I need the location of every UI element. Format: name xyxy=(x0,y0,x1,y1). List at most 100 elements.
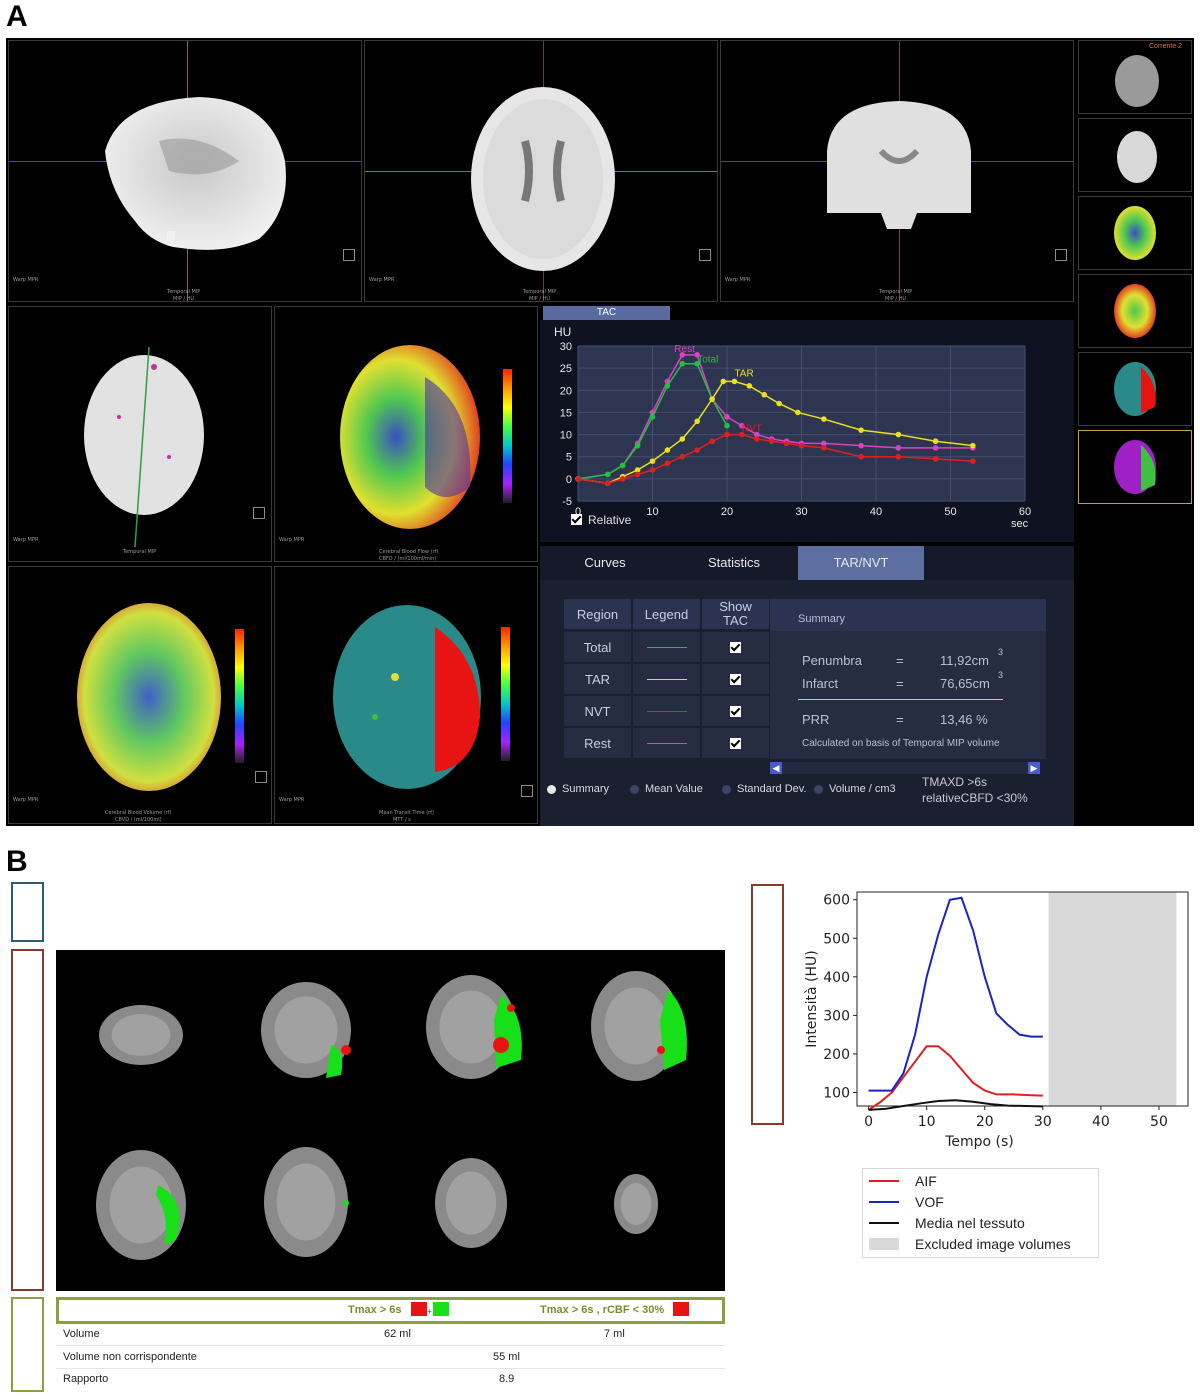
data-point xyxy=(575,476,581,482)
data-point xyxy=(724,422,730,429)
slice-texture xyxy=(445,1171,497,1235)
legend-swatch xyxy=(633,664,700,694)
thumbnail-mtt[interactable] xyxy=(1078,352,1192,426)
scroll-left-icon[interactable]: ◀ xyxy=(770,762,782,774)
x-tick-label: 40 xyxy=(1092,1114,1110,1130)
x-tick-label: 20 xyxy=(976,1114,994,1130)
cbf-viewport[interactable]: Warp MPR Cerebral Blood Flow (rf) CBFD /… xyxy=(274,306,538,562)
infarct-value: 76,65cm xyxy=(940,676,990,691)
data-point xyxy=(794,409,801,416)
row-divider xyxy=(56,1345,725,1346)
penumbra-equals: = xyxy=(896,653,904,668)
excluded-swatch xyxy=(869,1238,899,1250)
viewport-label-mpr: Warp MPR xyxy=(13,797,39,803)
thumbnail-native[interactable]: Corrente 2 xyxy=(1078,40,1192,114)
core-region xyxy=(507,1004,515,1012)
plus-icon: + xyxy=(427,1307,432,1316)
scroll-right-icon[interactable]: ▶ xyxy=(1028,762,1040,774)
brain-slice xyxy=(591,971,681,1081)
show-tac-checkbox[interactable] xyxy=(702,696,769,726)
relative-label: Relative xyxy=(588,513,632,527)
data-point xyxy=(798,442,805,449)
data-point xyxy=(932,438,939,445)
perfusion-deficit-region xyxy=(660,990,687,1070)
tab-tar-nvt[interactable]: TAR/NVT xyxy=(798,546,924,580)
orientation-icon[interactable] xyxy=(343,249,355,261)
orientation-icon[interactable] xyxy=(255,771,267,783)
mtt-viewport[interactable]: Warp MPR Mean Transit Time (rf) MTT / s xyxy=(274,566,538,824)
thumbnail-label: Corrente 2 xyxy=(1149,43,1183,50)
ratio-value: 8.9 xyxy=(499,1373,515,1385)
horizontal-scrollbar[interactable]: ◀ ▶ xyxy=(770,762,1040,774)
data-point xyxy=(746,383,753,389)
data-point xyxy=(679,436,686,442)
thumbnail-mip[interactable] xyxy=(1078,118,1192,192)
slice-texture xyxy=(276,1163,336,1241)
series-line-tar xyxy=(577,380,973,485)
show-tac-header: Show TAC xyxy=(702,599,769,629)
sagittal-viewport[interactable]: Warp MPR Temporal MIP MIP / HU xyxy=(8,40,362,302)
axial-viewport[interactable]: Warp MPR Temporal MIP MIP / HU xyxy=(364,40,718,302)
radio-volume[interactable]: Volume / cm3 xyxy=(814,783,896,795)
viewport-label-temporal-mip: Temporal MIP xyxy=(167,289,201,295)
cbf-brain-image xyxy=(340,345,480,529)
data-point xyxy=(605,471,611,478)
orientation-icon[interactable] xyxy=(699,249,711,261)
data-point xyxy=(634,471,641,478)
prr-value: 13,46 % xyxy=(940,712,988,727)
x-tick-label: 10 xyxy=(646,506,658,518)
thumbnail-cbf[interactable] xyxy=(1078,196,1192,270)
series-line xyxy=(868,1099,1043,1111)
radio-summary[interactable]: Summary xyxy=(547,783,609,795)
data-point xyxy=(754,436,760,442)
x-tick-label: 0 xyxy=(864,1114,873,1130)
series-label: NVT xyxy=(742,424,762,435)
orientation-icon[interactable] xyxy=(521,785,533,797)
perfusion-deficit-region xyxy=(343,1200,349,1206)
data-point xyxy=(739,422,745,429)
tab-tac[interactable]: TAC xyxy=(543,306,670,320)
prr-label: PRR xyxy=(802,712,830,727)
x-tick-label: 30 xyxy=(1034,1114,1052,1130)
data-point xyxy=(664,383,671,389)
thumbnail-cbv[interactable] xyxy=(1078,274,1192,348)
viewport-label-cbv-unit: CBVD / (ml/100ml) xyxy=(115,817,162,823)
bracket-chart xyxy=(751,884,784,1125)
x-tick-label: 50 xyxy=(1150,1114,1168,1130)
relative-checkbox[interactable] xyxy=(571,514,582,525)
radio-standard-dev[interactable]: Standard Dev. xyxy=(722,783,807,795)
temporal-mip-brain-image xyxy=(84,346,204,548)
series-line-rest xyxy=(577,354,973,480)
cbv-viewport[interactable]: Warp MPR Cerebral Blood Volume (rf) CBVD… xyxy=(8,566,272,824)
table-row: Total xyxy=(564,632,769,664)
show-tac-checkbox[interactable] xyxy=(702,632,769,662)
data-point xyxy=(761,391,768,398)
penumbra-value: 11,92cm xyxy=(940,653,989,668)
legend-item-tissue: Media nel tessuto xyxy=(869,1213,1025,1233)
tac-chart-area: -5 0 5 10 15 20 25 30 0 10 20 30 40 50 60 HU sec Rest Tota… xyxy=(540,320,1074,542)
radio-mean-value[interactable]: Mean Value xyxy=(630,783,703,795)
data-point xyxy=(970,458,976,464)
region-name: TAR xyxy=(564,664,631,694)
row-label-volume: Volume xyxy=(63,1328,100,1340)
tmax-rcbf-header: Tmax > 6s , rCBF < 30% xyxy=(540,1304,665,1316)
region-name: Total xyxy=(564,632,631,662)
table-row: Rest xyxy=(564,728,769,760)
row-label-ratio: Rapporto xyxy=(63,1373,109,1385)
data-point xyxy=(619,476,626,482)
temporal-mip-viewport[interactable]: Warp MPR Temporal MIP xyxy=(8,306,272,562)
show-tac-checkbox[interactable] xyxy=(702,664,769,694)
coronal-viewport[interactable]: Warp MPR Temporal MIP MIP / HU xyxy=(720,40,1074,302)
show-tac-checkbox[interactable] xyxy=(702,728,769,758)
data-point xyxy=(970,442,976,449)
tab-statistics[interactable]: Statistics xyxy=(707,555,760,570)
tab-curves[interactable]: Curves xyxy=(584,555,626,570)
orientation-icon[interactable] xyxy=(1055,249,1067,261)
sagittal-brain-image xyxy=(105,97,286,250)
data-point xyxy=(895,431,902,438)
thumbnail-tmax[interactable] xyxy=(1078,430,1192,504)
legend-item-excluded: Excluded image volumes xyxy=(869,1234,1071,1254)
orientation-icon[interactable] xyxy=(253,507,265,519)
legend-header: Legend xyxy=(633,599,700,629)
cbf-colorbar xyxy=(503,369,512,503)
